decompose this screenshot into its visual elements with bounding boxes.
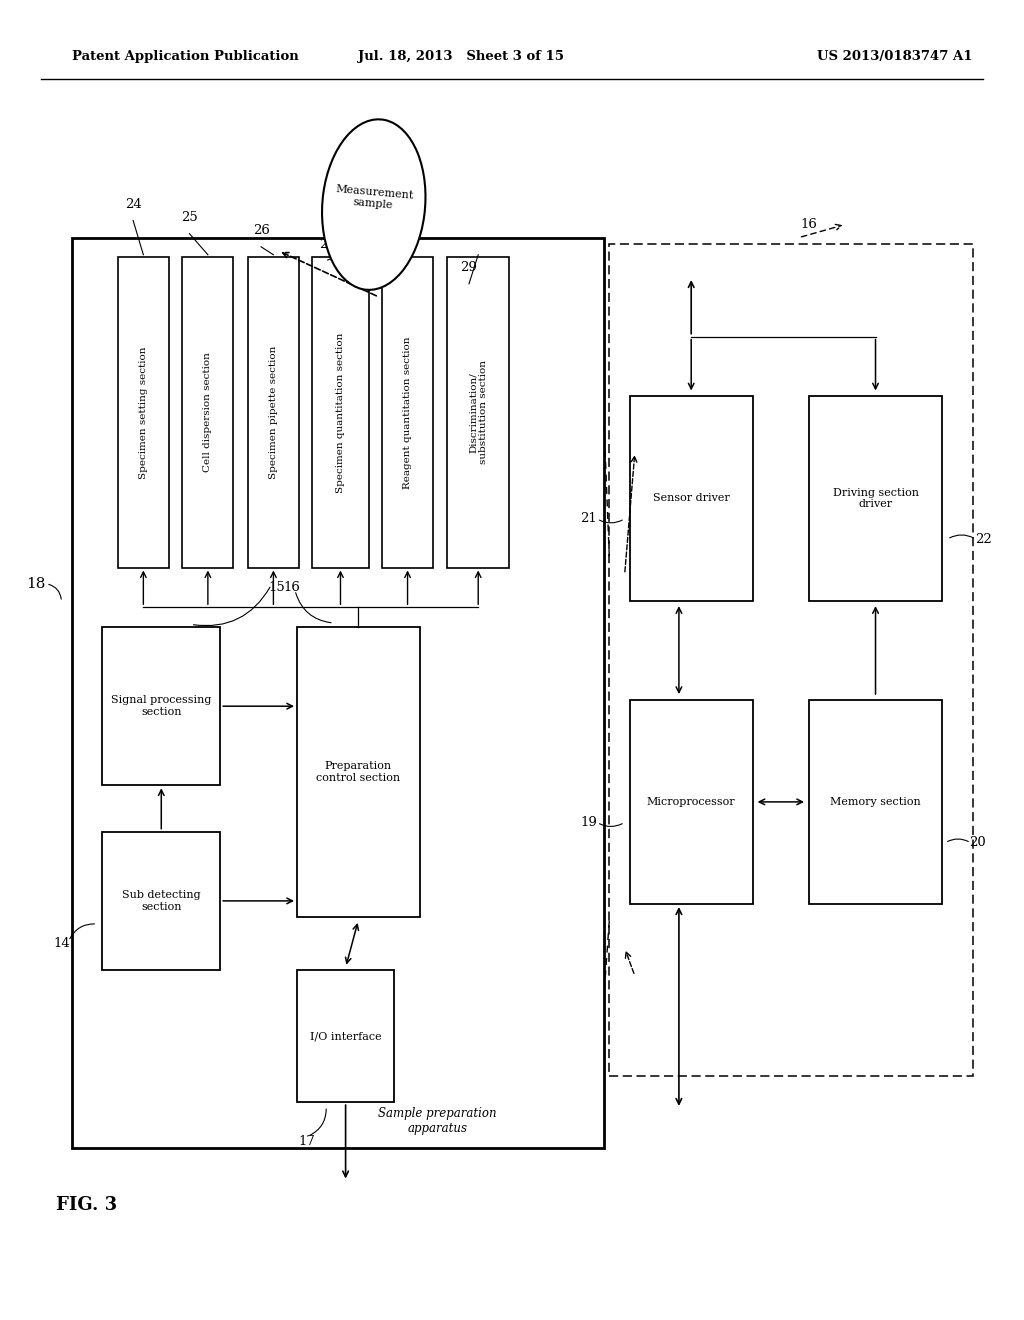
- Text: Specimen quantitation section: Specimen quantitation section: [336, 333, 345, 492]
- Text: Preparation
control section: Preparation control section: [316, 762, 400, 783]
- Text: 28: 28: [391, 249, 408, 263]
- Bar: [609, 244, 973, 1076]
- Text: Signal processing
section: Signal processing section: [111, 696, 212, 717]
- Text: Sample preparation
apparatus: Sample preparation apparatus: [378, 1107, 497, 1135]
- Text: 21: 21: [581, 512, 597, 525]
- Bar: [809, 396, 942, 601]
- Bar: [182, 257, 233, 568]
- Text: Cell dispersion section: Cell dispersion section: [204, 352, 212, 473]
- Text: 19: 19: [581, 816, 597, 829]
- Text: Memory section: Memory section: [830, 797, 921, 807]
- Text: Specimen pipette section: Specimen pipette section: [269, 346, 278, 479]
- Text: 22: 22: [975, 533, 991, 545]
- Bar: [630, 396, 753, 601]
- Text: Microprocessor: Microprocessor: [647, 797, 735, 807]
- Ellipse shape: [322, 119, 426, 290]
- Text: 15: 15: [268, 581, 285, 594]
- Bar: [297, 970, 394, 1102]
- Bar: [102, 832, 220, 970]
- Bar: [248, 257, 299, 568]
- Bar: [118, 257, 169, 568]
- Text: 20: 20: [970, 837, 986, 849]
- Text: 16: 16: [801, 218, 817, 231]
- Bar: [447, 257, 509, 568]
- Text: 18: 18: [27, 577, 45, 591]
- Text: FIG. 3: FIG. 3: [56, 1196, 118, 1214]
- Text: I/O interface: I/O interface: [310, 1031, 381, 1041]
- Bar: [630, 700, 753, 904]
- Text: 27: 27: [319, 238, 336, 251]
- Text: Driving section
driver: Driving section driver: [833, 487, 919, 510]
- Text: US 2013/0183747 A1: US 2013/0183747 A1: [817, 50, 973, 63]
- Bar: [297, 627, 420, 917]
- Bar: [809, 700, 942, 904]
- Text: 26: 26: [253, 224, 269, 238]
- Bar: [312, 257, 369, 568]
- Text: Sensor driver: Sensor driver: [653, 494, 729, 503]
- Text: Jul. 18, 2013   Sheet 3 of 15: Jul. 18, 2013 Sheet 3 of 15: [357, 50, 564, 63]
- Bar: [102, 627, 220, 785]
- Bar: [72, 238, 604, 1148]
- Text: 17: 17: [299, 1135, 315, 1148]
- Text: 16: 16: [284, 581, 300, 594]
- Text: Measurement
sample: Measurement sample: [334, 183, 414, 213]
- Text: Specimen setting section: Specimen setting section: [139, 346, 147, 479]
- Text: 24: 24: [125, 198, 141, 211]
- Text: 25: 25: [181, 211, 198, 224]
- Bar: [382, 257, 433, 568]
- Text: 14: 14: [53, 937, 70, 950]
- Text: Sub detecting
section: Sub detecting section: [122, 890, 201, 912]
- Text: Discrimination/
substitution section: Discrimination/ substitution section: [469, 360, 487, 465]
- Text: 29: 29: [461, 261, 477, 275]
- Text: Reagent quantitation section: Reagent quantitation section: [403, 337, 412, 488]
- Text: Patent Application Publication: Patent Application Publication: [72, 50, 298, 63]
